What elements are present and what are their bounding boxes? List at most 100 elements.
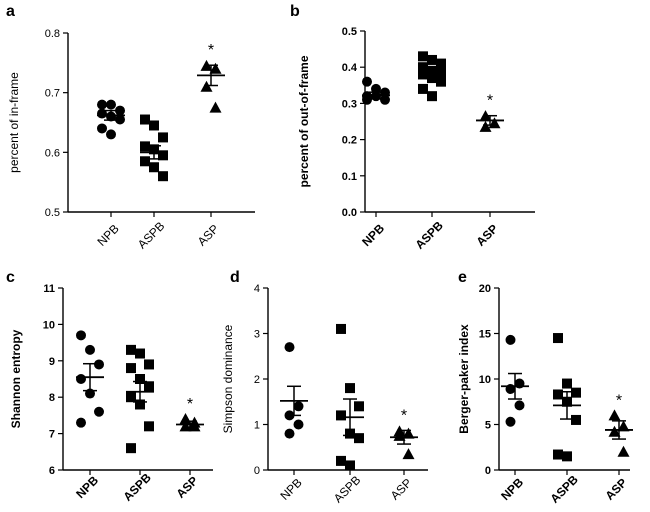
y-tick-label: 0: [485, 465, 491, 477]
category-label-asp: ASP: [195, 222, 222, 249]
y-tick-label: 0.0: [342, 207, 357, 219]
data-point-aspb: [144, 381, 154, 392]
category-label-npb: NPB: [73, 473, 101, 501]
y-axis-label: Berger-paker index: [457, 324, 471, 434]
data-point-aspb: [126, 443, 136, 454]
data-point-npb: [115, 114, 125, 125]
data-point-asp: [617, 420, 630, 432]
data-point-aspb: [418, 83, 428, 94]
data-point-npb: [97, 99, 107, 110]
data-point-asp: [209, 101, 222, 113]
y-tick-label: 0.5: [45, 207, 60, 219]
data-point-aspb: [427, 54, 437, 65]
data-point-asp: [402, 448, 415, 460]
data-point-npb: [115, 105, 125, 116]
data-point-aspb: [418, 62, 428, 73]
data-point-npb: [505, 416, 516, 427]
data-point-npb: [106, 129, 116, 140]
data-point-npb: [362, 94, 372, 105]
data-point-aspb: [158, 150, 168, 161]
data-point-aspb: [562, 378, 572, 389]
significance-marker: *: [401, 407, 407, 424]
y-tick-label: 0.4: [342, 62, 358, 74]
data-point-asp: [179, 420, 192, 432]
data-point-npb: [362, 76, 372, 87]
data-point-aspb: [418, 51, 428, 62]
y-axis-label: Shannon entropy: [9, 329, 23, 428]
category-label-aspb: ASPB: [412, 218, 446, 252]
category-label-npb: NPB: [498, 475, 526, 503]
data-point-npb: [514, 400, 525, 411]
data-point-npb: [94, 406, 104, 417]
panel-letter-c: c: [6, 269, 15, 286]
data-point-aspb: [158, 132, 168, 143]
data-point-aspb: [354, 401, 364, 412]
y-tick-label: 0.7: [45, 88, 60, 100]
data-point-aspb: [553, 449, 563, 460]
data-point-npb: [97, 123, 107, 134]
data-point-aspb: [336, 410, 346, 421]
panel-letter-e: e: [458, 269, 467, 286]
y-tick-label: 0.6: [45, 147, 60, 159]
y-tick-label: 5: [485, 420, 491, 432]
panel-letter-b: b: [290, 3, 300, 20]
data-point-asp: [617, 445, 630, 457]
data-point-npb: [76, 330, 86, 341]
data-point-npb: [284, 428, 295, 439]
data-point-aspb: [144, 421, 154, 432]
y-tick-label: 9: [49, 356, 55, 368]
y-tick-label: 2: [254, 374, 260, 386]
data-point-aspb: [553, 389, 563, 400]
data-point-asp: [209, 62, 222, 74]
significance-marker: *: [487, 93, 493, 110]
data-point-aspb: [158, 171, 168, 182]
y-tick-label: 0.3: [342, 98, 357, 110]
data-point-aspb: [140, 141, 150, 152]
data-point-aspb: [135, 348, 145, 359]
panel-c: c 6 7 8 9 10 11 Shannon entropy NPB ASPB ASP *: [6, 269, 213, 504]
y-axis-label: percent of out-of-frame: [297, 55, 311, 187]
data-point-aspb: [135, 399, 145, 410]
y-axis-label: percent of in-frame: [7, 72, 21, 173]
panel-letter-d: d: [230, 269, 240, 286]
y-tick-label: 20: [479, 283, 491, 295]
category-label-asp: ASP: [473, 221, 500, 248]
data-point-aspb: [149, 162, 159, 173]
significance-marker: *: [616, 392, 622, 409]
data-point-npb: [505, 334, 516, 345]
panel-b: b 0.0 0.1 0.2 0.3 0.4 0.5 percent of out-of-fra…: [290, 3, 535, 252]
data-point-npb: [293, 401, 304, 412]
data-point-aspb: [427, 91, 437, 102]
significance-marker: *: [187, 396, 193, 413]
y-axis-label: Simpson dominance: [221, 324, 235, 433]
data-point-aspb: [126, 344, 136, 355]
category-label-aspb: ASPB: [120, 470, 154, 504]
category-label-npb: NPB: [359, 221, 387, 249]
data-point-aspb: [354, 433, 364, 444]
category-label-asp: ASP: [602, 475, 629, 502]
y-tick-label: 10: [43, 319, 55, 331]
data-point-aspb: [436, 67, 446, 78]
y-tick-label: 6: [49, 465, 55, 477]
category-label-aspb: ASPB: [547, 472, 581, 506]
data-point-asp: [608, 425, 621, 437]
category-label-aspb: ASPB: [331, 473, 364, 506]
data-point-npb: [85, 344, 95, 355]
data-point-asp: [188, 420, 201, 432]
y-tick-label: 0: [254, 465, 260, 477]
data-point-aspb: [126, 363, 136, 374]
data-point-aspb: [345, 460, 355, 471]
data-point-npb: [284, 342, 295, 353]
y-tick-label: 4: [254, 283, 260, 295]
y-tick-label: 0.1: [342, 171, 357, 183]
data-point-aspb: [144, 359, 154, 370]
data-point-npb: [371, 83, 381, 94]
data-point-aspb: [436, 76, 446, 87]
data-point-aspb: [436, 58, 446, 69]
category-label-npb: NPB: [277, 475, 304, 502]
category-label-asp: ASP: [173, 473, 200, 500]
data-point-aspb: [149, 120, 159, 131]
data-point-aspb: [336, 323, 346, 334]
panel-e: e 0 5 10 15 20 Berger-paker index NPB ASPB ASP *: [457, 269, 633, 506]
